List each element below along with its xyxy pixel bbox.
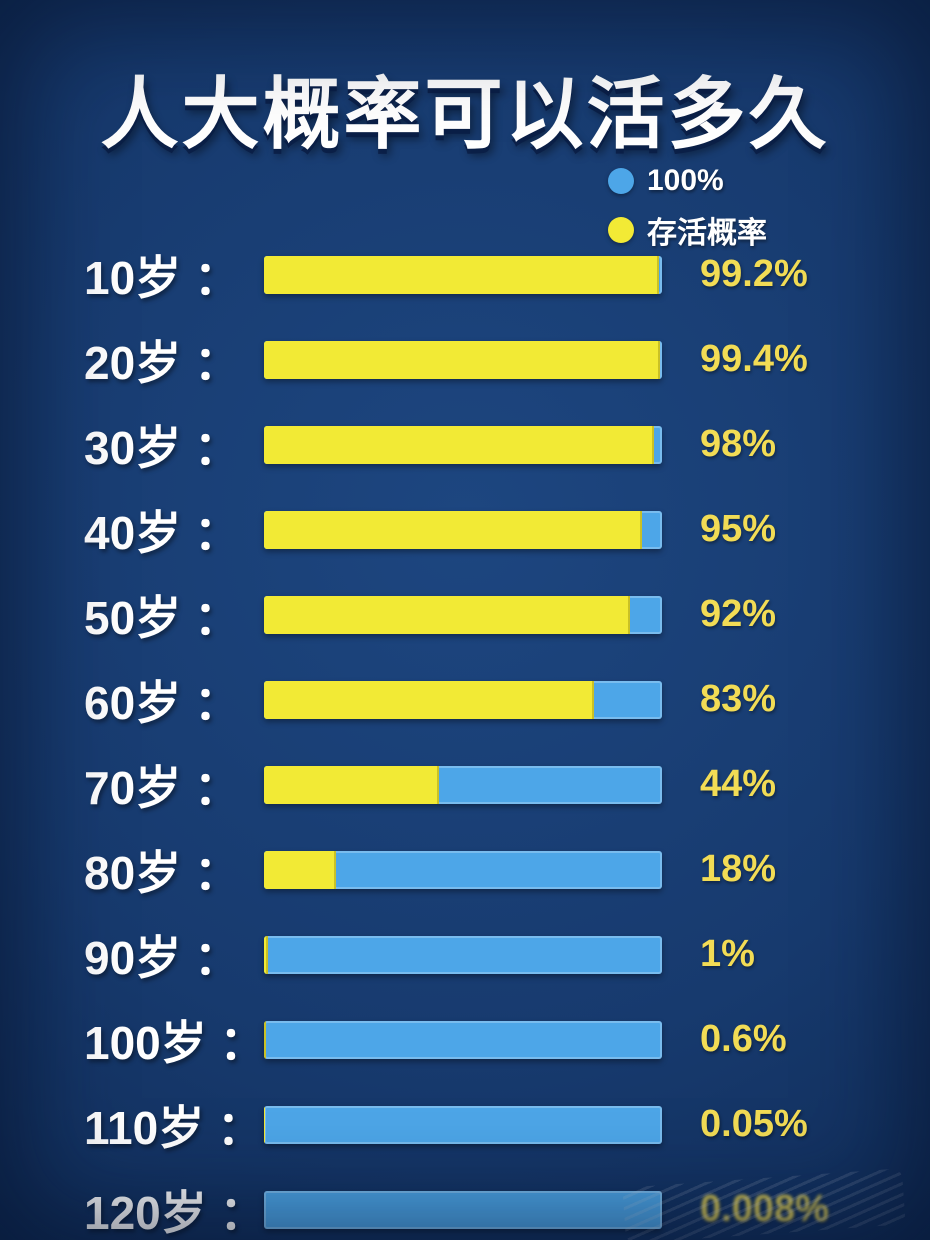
value-label: 99.4%	[700, 338, 808, 380]
chart-row: 90岁 ： 1%	[0, 912, 930, 997]
age-label: 60岁 ：	[84, 676, 240, 729]
bar-fill	[264, 340, 660, 379]
bar-fill	[264, 765, 440, 804]
value-label: 92%	[700, 593, 777, 635]
bar-fill	[264, 595, 631, 634]
bar-fill	[264, 680, 595, 719]
age-label: 10岁 ：	[84, 251, 240, 304]
age-label: 120岁 ：	[84, 1186, 266, 1239]
age-label: 20岁 ：	[84, 336, 240, 389]
bar-track	[264, 510, 662, 549]
bar-track	[264, 595, 662, 634]
chart-row: 110岁 ： 0.05%	[0, 1082, 930, 1167]
legend-dot	[608, 168, 634, 194]
legend-item-total: 100%	[608, 164, 767, 198]
value-label: 18%	[700, 848, 777, 890]
value-label: 98%	[700, 423, 777, 465]
age-label: 90岁 ：	[84, 931, 240, 984]
bar-fill	[264, 1020, 267, 1059]
age-label: 70岁 ：	[84, 761, 240, 814]
chart-row: 50岁 ： 92%	[0, 572, 930, 657]
bar-track	[264, 1190, 662, 1229]
value-label: 99.2%	[700, 253, 808, 295]
chart-title: 人大概率可以活多久	[100, 70, 830, 158]
bar-fill	[264, 935, 268, 974]
value-label: 95%	[700, 508, 777, 550]
bar-fill	[264, 510, 643, 549]
chart-row: 30岁 ： 98%	[0, 402, 930, 487]
bar-fill	[264, 255, 659, 294]
legend-label-survival: 存活概率	[647, 217, 767, 250]
value-label: 1%	[700, 933, 755, 975]
age-label: 100岁 ：	[84, 1016, 266, 1069]
chart-row: 40岁 ： 95%	[0, 487, 930, 572]
bar-track	[264, 680, 662, 719]
bar-track	[264, 1105, 662, 1144]
bar-fill	[264, 850, 336, 889]
bar-track	[264, 765, 662, 804]
age-label: 40岁 ：	[84, 506, 240, 559]
legend-item-survival: 存活概率	[608, 208, 767, 252]
value-label: 83%	[700, 678, 777, 720]
bar-track	[264, 935, 662, 974]
value-label: 0.05%	[700, 1103, 808, 1145]
legend-label-total: 100%	[647, 164, 724, 197]
bar-track	[264, 425, 662, 464]
chart-row: 60岁 ： 83%	[0, 657, 930, 742]
chart-row: 80岁 ： 18%	[0, 827, 930, 912]
chart-row: 20岁 ： 99.4%	[0, 317, 930, 402]
chart-row: 120岁 ： 0.008%	[0, 1167, 930, 1240]
chart-row: 10岁 ： 99.2%	[0, 232, 930, 317]
bar-fill	[264, 425, 655, 464]
age-label: 50岁 ：	[84, 591, 240, 644]
legend: 100% 存活概率	[608, 164, 767, 252]
chart-row: 70岁 ： 44%	[0, 742, 930, 827]
bar-track	[264, 255, 662, 294]
value-label: 44%	[700, 763, 777, 805]
chart-rows: 10岁 ： 99.2% 20岁 ： 99.4% 30岁 ： 98% 40岁 ： …	[0, 232, 930, 1240]
value-label: 0.6%	[700, 1018, 787, 1060]
age-label: 30岁 ：	[84, 421, 240, 474]
legend-dot	[608, 217, 634, 243]
age-label: 110岁 ：	[84, 1101, 263, 1154]
bar-track	[264, 1020, 662, 1059]
age-label: 80岁 ：	[84, 846, 240, 899]
bar-track	[264, 850, 662, 889]
value-label: 0.008%	[700, 1188, 829, 1230]
bar-track	[264, 340, 662, 379]
chart-row: 100岁 ： 0.6%	[0, 997, 930, 1082]
